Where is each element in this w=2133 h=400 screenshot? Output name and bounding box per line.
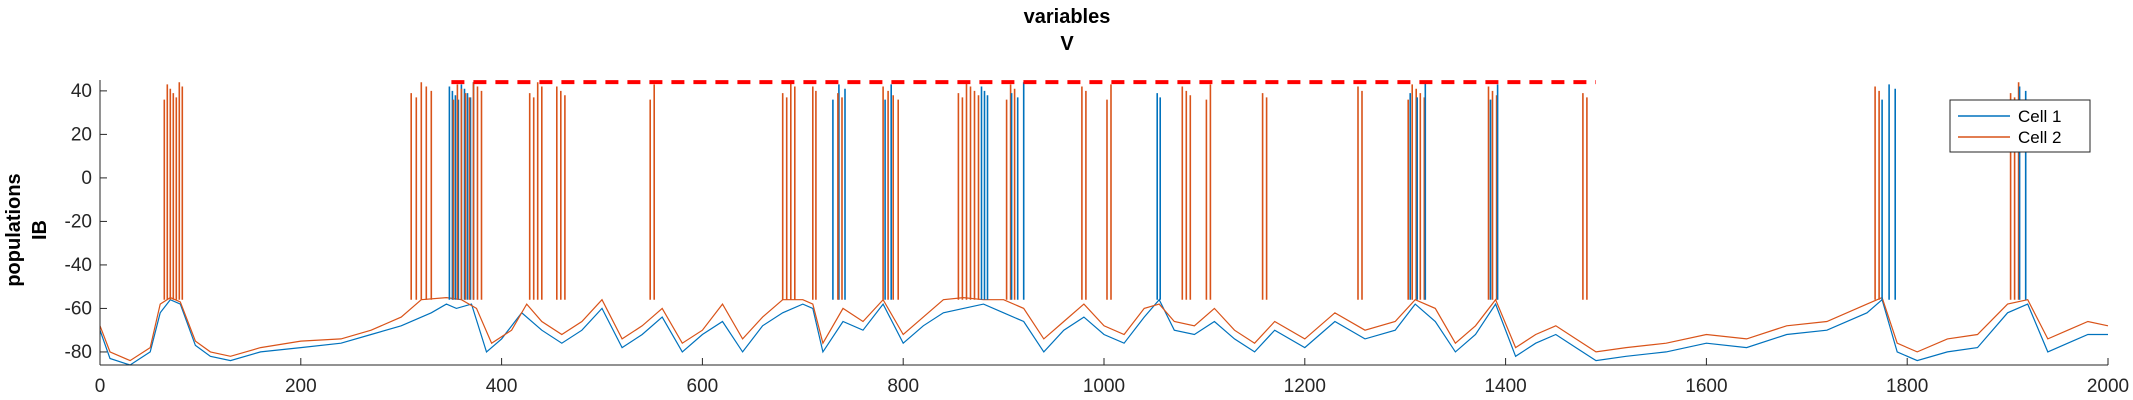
- legend-entries: Cell 1 Cell 2: [1958, 107, 2061, 147]
- x-tick-label: 1800: [1886, 376, 1928, 397]
- spike-burst-1: [163, 82, 184, 300]
- spike-burst-19: [1106, 84, 1112, 300]
- spike-burst-25: [1407, 84, 1426, 300]
- y-tick-label: 0: [81, 168, 92, 189]
- legend: Cell 1 Cell 2: [1949, 99, 2091, 153]
- x-tick-label: 1200: [1284, 376, 1326, 397]
- y-axis-label-line-1: populations: [3, 173, 25, 286]
- spike-burst-21: [1181, 86, 1192, 300]
- x-tick-label: 200: [285, 376, 317, 397]
- y-axis-label: populations IB: [3, 173, 51, 286]
- spike-burst-12: [882, 86, 900, 300]
- chart-title: variables V: [1024, 6, 1111, 55]
- spike-burst-18: [1081, 86, 1087, 300]
- series-layer: [99, 82, 2109, 366]
- x-tick-label: 400: [486, 376, 518, 397]
- spike-burst-7: [649, 84, 656, 300]
- legend-label-1: Cell 1: [2018, 107, 2061, 126]
- y-tick-label: -20: [65, 211, 92, 232]
- y-tick-label: -40: [65, 255, 92, 276]
- spike-burst-30: [1874, 86, 1880, 300]
- legend-box: [1949, 99, 2091, 153]
- spike-burst-28: [1489, 84, 1499, 300]
- x-tick-label: 1000: [1083, 376, 1125, 397]
- y-axis-label-line-2: IB: [29, 220, 51, 240]
- spike-burst-22: [1205, 84, 1212, 300]
- x-tick-label: 800: [887, 376, 919, 397]
- spike-burst-8: [781, 82, 796, 300]
- spike-burst-15: [980, 86, 989, 300]
- chart-title-line-1: variables: [1024, 6, 1111, 28]
- spike-burst-16: [1005, 84, 1016, 300]
- x-tick-label: 600: [687, 376, 719, 397]
- axes-layer: [99, 80, 2108, 366]
- y-tick-label: 40: [71, 81, 92, 102]
- spike-burst-20: [1156, 93, 1161, 300]
- y-tick-label: -80: [65, 342, 92, 363]
- x-tick-label: 1400: [1484, 376, 1526, 397]
- spike-burst-14: [957, 82, 980, 300]
- spike-burst-27: [1487, 86, 1498, 300]
- spike-burst-2: [410, 82, 433, 300]
- x-tick-label: 2000: [2087, 376, 2129, 397]
- series-line-2: [99, 296, 2109, 362]
- x-tick-label: 0: [95, 376, 106, 397]
- chart-title-line-2: V: [1060, 33, 1074, 55]
- spike-burst-4: [452, 82, 483, 300]
- spike-burst-5: [528, 82, 543, 300]
- x-tick-label: 1600: [1685, 376, 1727, 397]
- spike-burst-11: [837, 93, 843, 300]
- spike-burst-26: [1409, 82, 1427, 300]
- y-tick-label: -60: [65, 298, 92, 319]
- spike-burst-24: [1357, 86, 1363, 300]
- legend-label-2: Cell 2: [2018, 128, 2061, 147]
- spike-burst-17: [1010, 82, 1025, 300]
- ticks-layer: 0 200 400 600 800 1000 1200 1400 1600 1800 2000-80…: [65, 81, 2130, 397]
- y-tick-label: 20: [71, 124, 92, 145]
- spike-burst-9: [811, 86, 817, 300]
- spike-burst-23: [1261, 93, 1268, 300]
- spike-burst-31: [1881, 84, 1896, 300]
- spike-burst-6: [555, 86, 566, 300]
- spike-burst-13: [884, 84, 893, 300]
- series-line-1: [99, 298, 2108, 366]
- spike-burst-29: [1582, 93, 1588, 300]
- plot-area: 0 200 400 600 800 1000 1200 1400 1600 1800 2000-80…: [65, 80, 2130, 397]
- spike-burst-10: [832, 84, 846, 300]
